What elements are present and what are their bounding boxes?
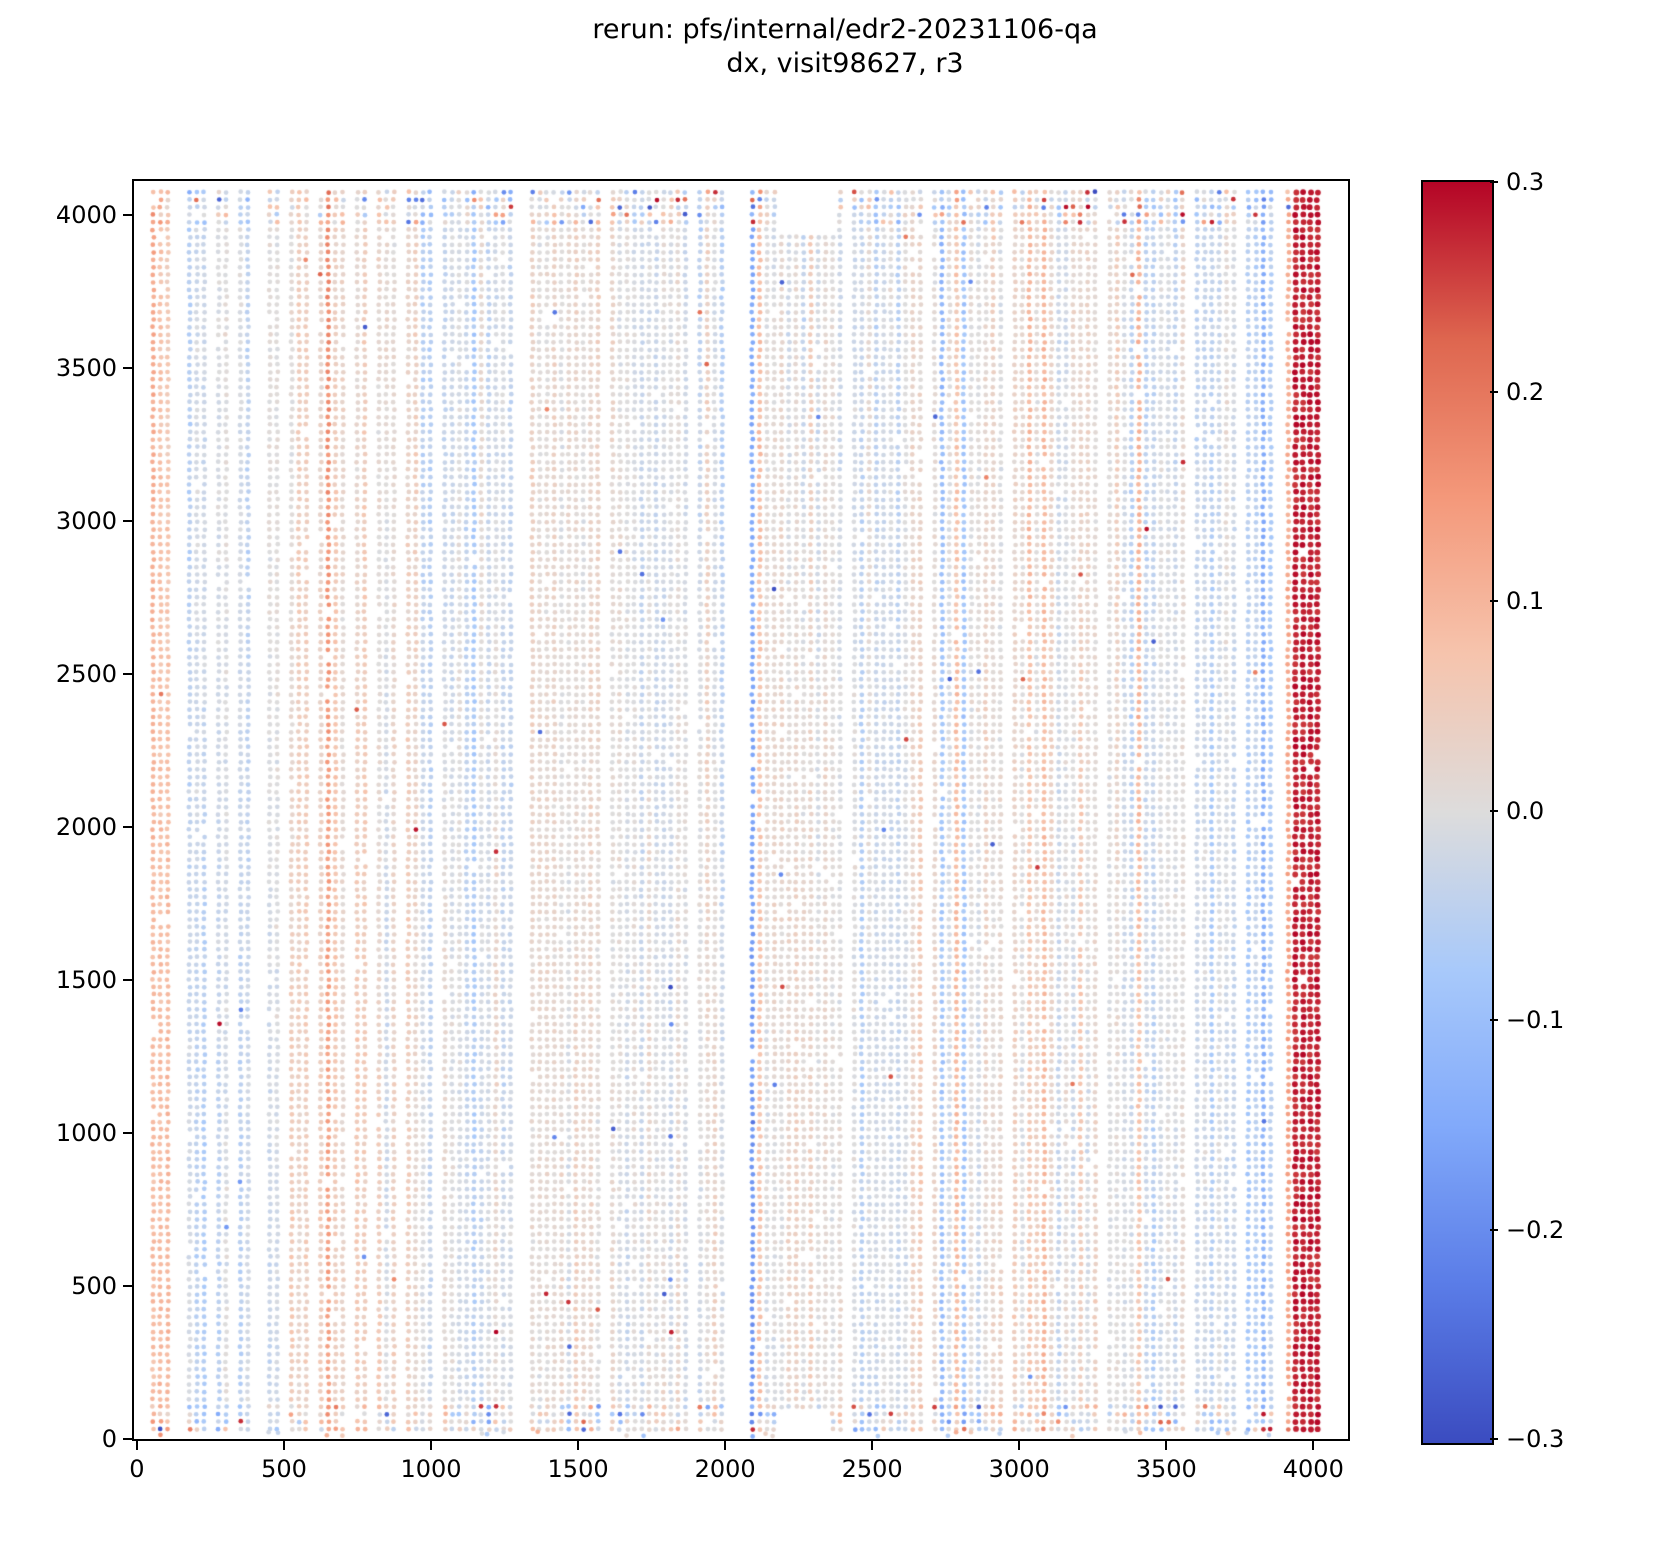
x-tick bbox=[135, 1441, 138, 1450]
scatter-canvas bbox=[134, 181, 1348, 1439]
x-tick-label: 2500 bbox=[841, 1455, 903, 1483]
y-tick bbox=[123, 519, 132, 522]
chart-title-line1: rerun: pfs/internal/edr2-20231106-qa bbox=[592, 14, 1098, 45]
y-tick-label: 500 bbox=[71, 1271, 117, 1300]
x-tick-label: 2000 bbox=[694, 1455, 756, 1483]
colorbar-tick bbox=[1490, 600, 1498, 602]
colorbar-gradient bbox=[1423, 182, 1492, 1443]
x-tick bbox=[282, 1441, 285, 1450]
y-tick-label: 0 bbox=[101, 1425, 117, 1453]
plot-area bbox=[132, 179, 1350, 1441]
colorbar-tick bbox=[1490, 181, 1498, 183]
colorbar-tick bbox=[1490, 1438, 1498, 1440]
y-tick bbox=[123, 213, 132, 216]
x-tick-label: 3500 bbox=[1135, 1455, 1197, 1483]
colorbar bbox=[1421, 180, 1494, 1445]
x-tick bbox=[724, 1441, 727, 1450]
colorbar-tick-label: 0.2 bbox=[1506, 377, 1545, 406]
x-tick bbox=[1165, 1441, 1168, 1450]
colorbar-tick-label: −0.1 bbox=[1506, 1006, 1565, 1034]
y-tick-label: 3000 bbox=[55, 506, 117, 535]
x-tick-label: 3000 bbox=[988, 1455, 1050, 1483]
y-tick-label: 1000 bbox=[55, 1118, 117, 1147]
y-tick-label: 1500 bbox=[55, 965, 117, 994]
colorbar-tick-label: 0.0 bbox=[1506, 796, 1545, 825]
x-tick bbox=[430, 1441, 433, 1450]
x-tick-label: 0 bbox=[129, 1455, 145, 1483]
y-tick-label: 3500 bbox=[55, 353, 117, 382]
colorbar-tick bbox=[1490, 390, 1498, 393]
x-tick-label: 4000 bbox=[1282, 1455, 1344, 1483]
y-tick-label: 4000 bbox=[55, 200, 117, 229]
x-tick bbox=[577, 1441, 580, 1450]
x-tick-label: 500 bbox=[261, 1455, 307, 1483]
y-tick bbox=[123, 366, 132, 369]
y-tick bbox=[123, 978, 132, 981]
x-tick bbox=[1018, 1441, 1021, 1450]
colorbar-tick-label: −0.2 bbox=[1506, 1215, 1565, 1244]
x-tick bbox=[871, 1441, 874, 1450]
y-tick bbox=[123, 825, 132, 828]
x-tick bbox=[1312, 1441, 1315, 1450]
y-tick-label: 2500 bbox=[55, 659, 117, 688]
colorbar-tick bbox=[1490, 1228, 1498, 1231]
colorbar-tick-label: −0.3 bbox=[1506, 1425, 1565, 1453]
colorbar-tick bbox=[1490, 1019, 1498, 1021]
y-tick bbox=[123, 1131, 132, 1134]
chart-title-line2: dx, visit98627, r3 bbox=[726, 48, 964, 79]
colorbar-tick bbox=[1490, 809, 1498, 812]
x-tick-label: 1000 bbox=[400, 1455, 462, 1483]
y-tick bbox=[123, 672, 132, 675]
y-tick-label: 2000 bbox=[55, 812, 117, 841]
y-tick bbox=[123, 1438, 132, 1440]
colorbar-tick-label: 0.1 bbox=[1506, 587, 1545, 615]
x-tick-label: 1500 bbox=[547, 1455, 609, 1483]
colorbar-tick-label: 0.3 bbox=[1506, 168, 1545, 196]
y-tick bbox=[123, 1284, 132, 1287]
